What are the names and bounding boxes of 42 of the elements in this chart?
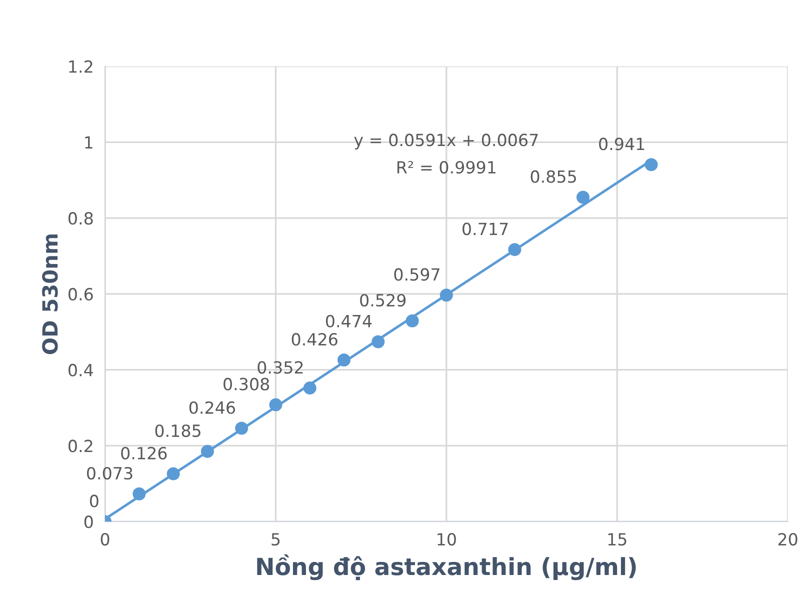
data-label: 0.352 bbox=[258, 361, 303, 374]
x-axis-title: Nồng độ astaxanthin (µg/ml) bbox=[257, 554, 636, 580]
point bbox=[338, 353, 351, 366]
annotation: R² = 0.9991 bbox=[397, 160, 496, 174]
x-tick-label: 10 bbox=[438, 533, 456, 546]
data-label: 0.426 bbox=[292, 333, 338, 346]
y-tick-label: 1.2 bbox=[69, 60, 92, 73]
data-label: 0.246 bbox=[189, 401, 235, 414]
point bbox=[235, 422, 248, 435]
y-tick-label: 0.8 bbox=[68, 212, 93, 225]
x-tick-label: 20 bbox=[778, 533, 798, 546]
data-label: 0.941 bbox=[599, 138, 644, 150]
x-tick-label: 15 bbox=[608, 533, 626, 546]
point bbox=[303, 382, 316, 395]
point bbox=[132, 487, 146, 500]
point bbox=[200, 444, 214, 458]
y-tick-label: 0 bbox=[84, 516, 93, 528]
point bbox=[440, 288, 453, 302]
point bbox=[576, 190, 590, 204]
point bbox=[406, 314, 419, 328]
data-label: 0.597 bbox=[394, 268, 440, 281]
x-tick-label: 0 bbox=[100, 533, 110, 546]
point bbox=[166, 467, 180, 480]
y-axis-title: OD 530nm bbox=[42, 234, 58, 354]
data-label: 0.185 bbox=[155, 424, 200, 438]
y-tick-label: 1 bbox=[85, 136, 92, 149]
data-label: 0.126 bbox=[121, 446, 167, 460]
point bbox=[372, 335, 385, 348]
annotation: y = 0.0591x + 0.0067 bbox=[354, 134, 538, 150]
y-tick-label: 0.4 bbox=[68, 364, 93, 376]
point bbox=[644, 158, 658, 172]
data-label: 0.308 bbox=[224, 378, 270, 390]
y-tick-label: 0.6 bbox=[68, 288, 93, 301]
data-label: 0.073 bbox=[87, 466, 132, 480]
point bbox=[508, 243, 522, 256]
y-tick-label: 0.2 bbox=[68, 440, 92, 452]
point bbox=[269, 398, 282, 412]
data-label: 0.717 bbox=[462, 222, 508, 236]
data-label: 0.855 bbox=[530, 170, 576, 183]
data-label: 0.474 bbox=[326, 314, 372, 328]
x-tick-label: 5 bbox=[272, 533, 280, 546]
data-label: 0.529 bbox=[360, 294, 406, 307]
